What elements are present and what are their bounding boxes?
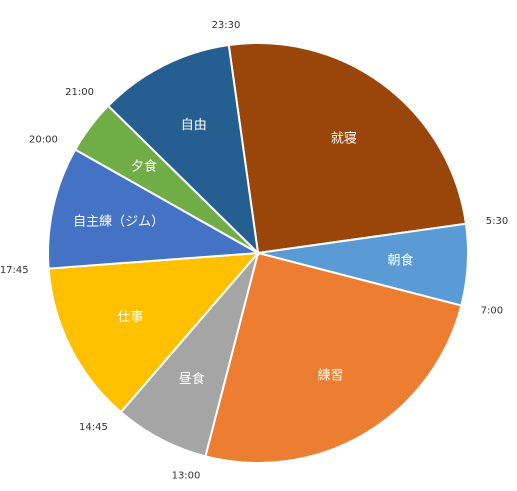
boundary-time-label: 14:45	[79, 422, 108, 433]
slice-label: 仕事	[117, 310, 143, 325]
boundary-time-label: 21:00	[65, 87, 94, 98]
boundary-time-label: 7:00	[481, 306, 503, 317]
pie-slice	[47, 148, 262, 270]
boundary-time-label: 13:00	[172, 471, 201, 482]
slice-label: 朝食	[388, 253, 414, 269]
pie-slices	[47, 42, 469, 464]
slice-label: 夕食	[131, 159, 157, 175]
slice-label: 就寝	[331, 130, 357, 146]
boundary-time-labels: 23:30 5:30 7:00 13:00 14:45 17:45 20:00 21:00	[0, 20, 508, 481]
pie-slice	[47, 251, 261, 414]
pie-slice	[106, 43, 260, 256]
pie-slice	[204, 251, 463, 464]
boundary-time-label: 23:30	[212, 20, 241, 31]
slice-label: 自主練（ジム）	[73, 214, 164, 229]
boundary-time-label: 17:45	[0, 265, 29, 276]
boundary-time-label: 20:00	[29, 135, 58, 146]
slice-label: 昼食	[179, 371, 205, 387]
slice-label: 自由	[181, 118, 207, 133]
slice-label: 練習	[317, 369, 343, 384]
boundary-time-label: 5:30	[486, 216, 508, 227]
pie-slice	[227, 42, 468, 255]
